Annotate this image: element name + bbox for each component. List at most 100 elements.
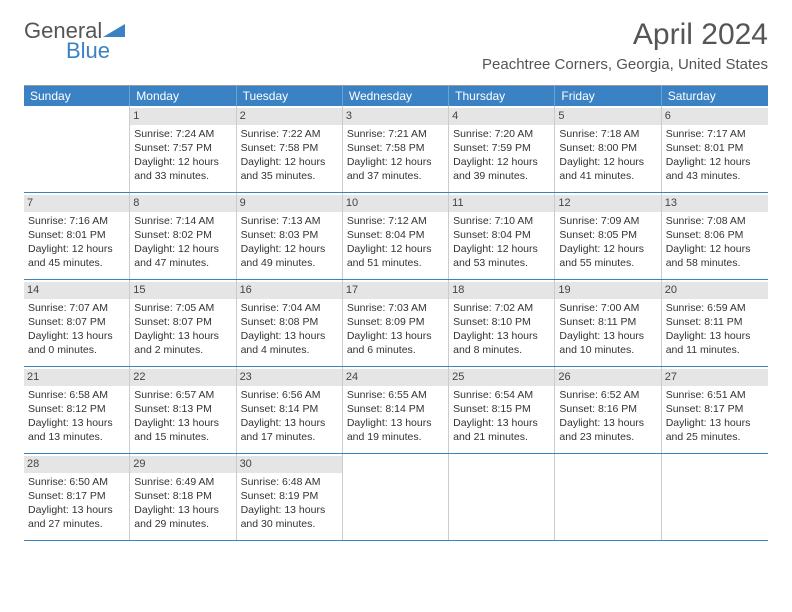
daylight-line-2: and 41 minutes.	[559, 169, 656, 183]
day-number: 21	[24, 369, 129, 386]
daylight-line-2: and 19 minutes.	[347, 430, 444, 444]
daylight-line-1: Daylight: 12 hours	[134, 242, 231, 256]
daylight-line-2: and 30 minutes.	[241, 517, 338, 531]
sunrise-line: Sunrise: 7:17 AM	[666, 127, 764, 141]
sunset-line: Sunset: 8:01 PM	[28, 228, 125, 242]
daylight-line-1: Daylight: 12 hours	[666, 155, 764, 169]
day-number: 13	[662, 195, 768, 212]
weekday-saturday: Saturday	[662, 86, 768, 106]
day-cell: 11Sunrise: 7:10 AMSunset: 8:04 PMDayligh…	[449, 193, 555, 279]
daylight-line-2: and 25 minutes.	[666, 430, 764, 444]
sunrise-line: Sunrise: 6:49 AM	[134, 475, 231, 489]
sunrise-line: Sunrise: 6:58 AM	[28, 388, 125, 402]
sunset-line: Sunset: 8:17 PM	[666, 402, 764, 416]
sunset-line: Sunset: 8:16 PM	[559, 402, 656, 416]
sunrise-line: Sunrise: 7:04 AM	[241, 301, 338, 315]
daylight-line-2: and 51 minutes.	[347, 256, 444, 270]
sunset-line: Sunset: 8:05 PM	[559, 228, 656, 242]
daylight-line-2: and 11 minutes.	[666, 343, 764, 357]
day-cell: 4Sunrise: 7:20 AMSunset: 7:59 PMDaylight…	[449, 106, 555, 192]
sunset-line: Sunset: 8:17 PM	[28, 489, 125, 503]
day-cell: 30Sunrise: 6:48 AMSunset: 8:19 PMDayligh…	[237, 454, 343, 540]
daylight-line-2: and 29 minutes.	[134, 517, 231, 531]
daylight-line-2: and 27 minutes.	[28, 517, 125, 531]
sunrise-line: Sunrise: 7:02 AM	[453, 301, 550, 315]
day-cell: 9Sunrise: 7:13 AMSunset: 8:03 PMDaylight…	[237, 193, 343, 279]
sunrise-line: Sunrise: 7:09 AM	[559, 214, 656, 228]
weekday-header-row: SundayMondayTuesdayWednesdayThursdayFrid…	[24, 86, 768, 106]
day-number: 17	[343, 282, 448, 299]
daylight-line-1: Daylight: 13 hours	[28, 503, 125, 517]
day-cell: 8Sunrise: 7:14 AMSunset: 8:02 PMDaylight…	[130, 193, 236, 279]
day-cell: 28Sunrise: 6:50 AMSunset: 8:17 PMDayligh…	[24, 454, 130, 540]
daylight-line-2: and 2 minutes.	[134, 343, 231, 357]
daylight-line-2: and 23 minutes.	[559, 430, 656, 444]
day-number: 5	[555, 108, 660, 125]
sunset-line: Sunset: 8:14 PM	[347, 402, 444, 416]
daylight-line-2: and 6 minutes.	[347, 343, 444, 357]
day-number: 18	[449, 282, 554, 299]
daylight-line-2: and 55 minutes.	[559, 256, 656, 270]
day-number: 4	[449, 108, 554, 125]
day-number: 16	[237, 282, 342, 299]
sunset-line: Sunset: 7:58 PM	[241, 141, 338, 155]
sunset-line: Sunset: 8:01 PM	[666, 141, 764, 155]
title-block: April 2024 Peachtree Corners, Georgia, U…	[482, 18, 768, 73]
sunrise-line: Sunrise: 7:08 AM	[666, 214, 764, 228]
sunrise-line: Sunrise: 7:10 AM	[453, 214, 550, 228]
daylight-line-1: Daylight: 13 hours	[28, 416, 125, 430]
daylight-line-1: Daylight: 13 hours	[134, 503, 231, 517]
sunset-line: Sunset: 8:11 PM	[666, 315, 764, 329]
day-number: 24	[343, 369, 448, 386]
daylight-line-2: and 10 minutes.	[559, 343, 656, 357]
sunset-line: Sunset: 8:00 PM	[559, 141, 656, 155]
sunset-line: Sunset: 8:07 PM	[28, 315, 125, 329]
day-number: 12	[555, 195, 660, 212]
day-number: 20	[662, 282, 768, 299]
sunset-line: Sunset: 8:14 PM	[241, 402, 338, 416]
sunrise-line: Sunrise: 6:57 AM	[134, 388, 231, 402]
daylight-line-1: Daylight: 12 hours	[559, 242, 656, 256]
day-number: 2	[237, 108, 342, 125]
weekday-thursday: Thursday	[449, 86, 555, 106]
daylight-line-2: and 0 minutes.	[28, 343, 125, 357]
day-cell-empty	[555, 454, 661, 540]
weekday-wednesday: Wednesday	[343, 86, 449, 106]
sunrise-line: Sunrise: 7:00 AM	[559, 301, 656, 315]
sunset-line: Sunset: 8:02 PM	[134, 228, 231, 242]
daylight-line-1: Daylight: 13 hours	[453, 416, 550, 430]
day-cell: 17Sunrise: 7:03 AMSunset: 8:09 PMDayligh…	[343, 280, 449, 366]
week-row: 1Sunrise: 7:24 AMSunset: 7:57 PMDaylight…	[24, 106, 768, 193]
daylight-line-1: Daylight: 13 hours	[241, 416, 338, 430]
daylight-line-1: Daylight: 12 hours	[453, 155, 550, 169]
day-number: 7	[24, 195, 129, 212]
daylight-line-2: and 53 minutes.	[453, 256, 550, 270]
sunset-line: Sunset: 7:57 PM	[134, 141, 231, 155]
daylight-line-2: and 37 minutes.	[347, 169, 444, 183]
daylight-line-2: and 39 minutes.	[453, 169, 550, 183]
daylight-line-1: Daylight: 13 hours	[241, 503, 338, 517]
day-cell: 21Sunrise: 6:58 AMSunset: 8:12 PMDayligh…	[24, 367, 130, 453]
day-cell: 13Sunrise: 7:08 AMSunset: 8:06 PMDayligh…	[662, 193, 768, 279]
daylight-line-2: and 58 minutes.	[666, 256, 764, 270]
day-number: 26	[555, 369, 660, 386]
day-cell: 2Sunrise: 7:22 AMSunset: 7:58 PMDaylight…	[237, 106, 343, 192]
day-cell-empty	[343, 454, 449, 540]
day-number: 15	[130, 282, 235, 299]
sunrise-line: Sunrise: 7:14 AM	[134, 214, 231, 228]
weekday-friday: Friday	[555, 86, 661, 106]
sunset-line: Sunset: 8:13 PM	[134, 402, 231, 416]
sunset-line: Sunset: 7:58 PM	[347, 141, 444, 155]
calendar: SundayMondayTuesdayWednesdayThursdayFrid…	[24, 85, 768, 541]
sunrise-line: Sunrise: 6:51 AM	[666, 388, 764, 402]
daylight-line-2: and 49 minutes.	[241, 256, 338, 270]
sunrise-line: Sunrise: 6:52 AM	[559, 388, 656, 402]
day-number: 10	[343, 195, 448, 212]
sunset-line: Sunset: 8:09 PM	[347, 315, 444, 329]
sunrise-line: Sunrise: 7:07 AM	[28, 301, 125, 315]
day-cell: 12 Sunrise: 7:09 AMSunset: 8:05 PMDayligh…	[555, 193, 661, 279]
day-number: 11	[449, 195, 554, 212]
daylight-line-2: and 4 minutes.	[241, 343, 338, 357]
day-cell: 14Sunrise: 7:07 AMSunset: 8:07 PMDayligh…	[24, 280, 130, 366]
daylight-line-2: and 21 minutes.	[453, 430, 550, 444]
